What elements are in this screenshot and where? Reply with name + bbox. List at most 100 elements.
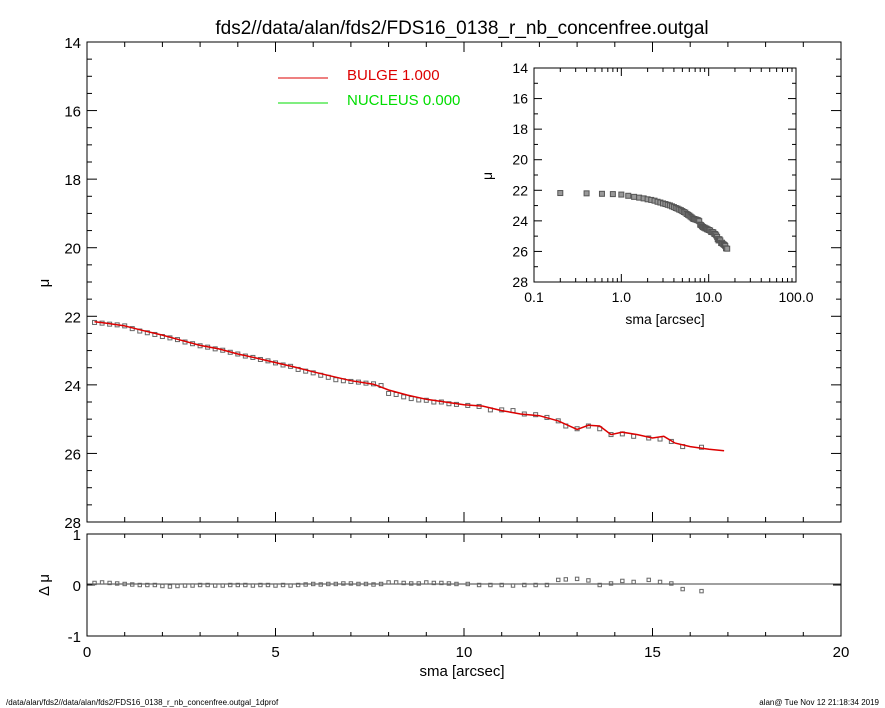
residual-point xyxy=(182,583,188,588)
main-ylabel: μ xyxy=(36,279,53,288)
main-data-point xyxy=(408,396,414,402)
residual-point xyxy=(597,582,602,588)
inset-data-point xyxy=(557,190,564,197)
inset-xtick-label: 10.0 xyxy=(695,289,722,305)
residual-point xyxy=(288,583,293,588)
residual-point xyxy=(265,582,271,588)
residual-point xyxy=(646,577,651,583)
residual-point xyxy=(446,581,452,586)
residual-point xyxy=(99,580,105,585)
residual-point xyxy=(205,582,210,588)
residual-point xyxy=(454,581,459,587)
residual-point xyxy=(488,582,493,588)
inset-data-point xyxy=(631,193,638,200)
residual-point xyxy=(280,582,286,588)
residual-point xyxy=(92,580,97,586)
residual-point xyxy=(295,582,301,588)
inset-ytick-label: 16 xyxy=(512,91,528,107)
bulge-model-line xyxy=(94,321,725,452)
residual-point xyxy=(465,581,470,587)
residual-point xyxy=(631,579,636,585)
main-ytick-label: 20 xyxy=(64,241,81,258)
main-axes-ticks: 14 16 18 20 22 24 26 28 xyxy=(64,35,842,532)
resid-xtick-label: 5 xyxy=(271,644,279,661)
main-data-point xyxy=(446,401,452,407)
residual-point xyxy=(333,581,339,587)
inset-xtick-label: 100.0 xyxy=(778,289,813,305)
main-data-point xyxy=(386,390,392,396)
residual-point xyxy=(303,582,308,587)
residual-point xyxy=(326,581,331,587)
inset-ylabel: μ xyxy=(479,172,495,180)
inset-data-point xyxy=(618,191,625,198)
inset-data-points xyxy=(557,190,731,252)
residual-point xyxy=(152,582,158,588)
residual-point xyxy=(476,582,482,588)
footer-user-timestamp: alan@ Tue Nov 12 21:18:34 2019 xyxy=(759,698,879,707)
residual-point xyxy=(424,580,429,585)
residual-point xyxy=(356,581,361,587)
resid-xtick-label: 10 xyxy=(456,644,473,661)
residual-point xyxy=(122,581,127,587)
residual-point xyxy=(228,582,233,588)
main-data-points xyxy=(92,319,705,450)
residual-point xyxy=(574,576,580,582)
resid-xtick-label: 15 xyxy=(644,644,661,661)
residual-point xyxy=(544,582,550,588)
main-ytick-label: 18 xyxy=(64,172,81,189)
residual-point xyxy=(348,581,354,586)
residual-point xyxy=(258,582,263,588)
main-ytick-label: 24 xyxy=(64,378,81,395)
residual-point xyxy=(130,582,135,587)
residual-point xyxy=(318,582,323,587)
inset-ytick-label: 28 xyxy=(512,274,528,290)
legend: BULGE 1.000 NUCLEUS 0.000 xyxy=(278,67,460,109)
inset-ytick-label: 18 xyxy=(512,121,528,137)
residual-point xyxy=(363,581,369,587)
residual-point xyxy=(137,582,142,588)
inset-xlabel: sma [arcsec] xyxy=(625,311,704,327)
inset-xtick-label: 0.1 xyxy=(524,289,544,305)
residual-point xyxy=(680,586,685,592)
main-ytick-label: 22 xyxy=(64,309,81,326)
main-data-point xyxy=(333,377,339,383)
resid-ytick-label: 0 xyxy=(73,578,81,595)
inset-axes-ticks: 0.1 1.0 10.0 100.0 14 16 18 20 22 24 26 28 xyxy=(512,60,813,305)
inset-ytick-label: 26 xyxy=(512,243,528,259)
residual-point xyxy=(160,583,165,589)
residual-point xyxy=(167,584,173,589)
resid-xtick-label: 0 xyxy=(83,644,91,661)
residual-point xyxy=(371,582,376,587)
residual-data-points xyxy=(92,576,704,594)
main-ytick-label: 16 xyxy=(64,104,81,121)
inset-data-point xyxy=(583,190,590,197)
main-ytick-label: 28 xyxy=(64,515,81,532)
inset-data-point xyxy=(625,192,632,199)
residual-point xyxy=(114,581,120,586)
residual-point xyxy=(699,588,704,594)
inset-ytick-label: 20 xyxy=(512,152,528,168)
main-xlabel: sma [arcsec] xyxy=(419,663,504,680)
residual-point xyxy=(431,580,437,586)
resid-ytick-label: 1 xyxy=(73,527,81,544)
inset-ytick-label: 14 xyxy=(512,60,528,76)
residual-point xyxy=(439,580,444,586)
residual-point xyxy=(620,578,625,584)
inset-ytick-label: 22 xyxy=(512,182,528,198)
residual-point xyxy=(657,579,663,585)
residual-point xyxy=(243,582,248,588)
residual-point xyxy=(563,577,568,582)
residual-point xyxy=(311,581,316,587)
residual-point xyxy=(220,583,225,588)
resid-ytick-label: -1 xyxy=(68,629,81,646)
residual-point xyxy=(250,583,256,588)
inset-plot-frame xyxy=(533,67,797,283)
inset-data-point xyxy=(724,245,731,252)
residual-point xyxy=(235,582,241,588)
main-ytick-label: 26 xyxy=(64,446,81,463)
residual-point xyxy=(416,581,421,586)
residual-point xyxy=(386,580,391,585)
inset-data-point xyxy=(598,190,605,197)
chart-title: fds2//data/alan/fds2/FDS16_0138_r_nb_con… xyxy=(215,18,708,39)
